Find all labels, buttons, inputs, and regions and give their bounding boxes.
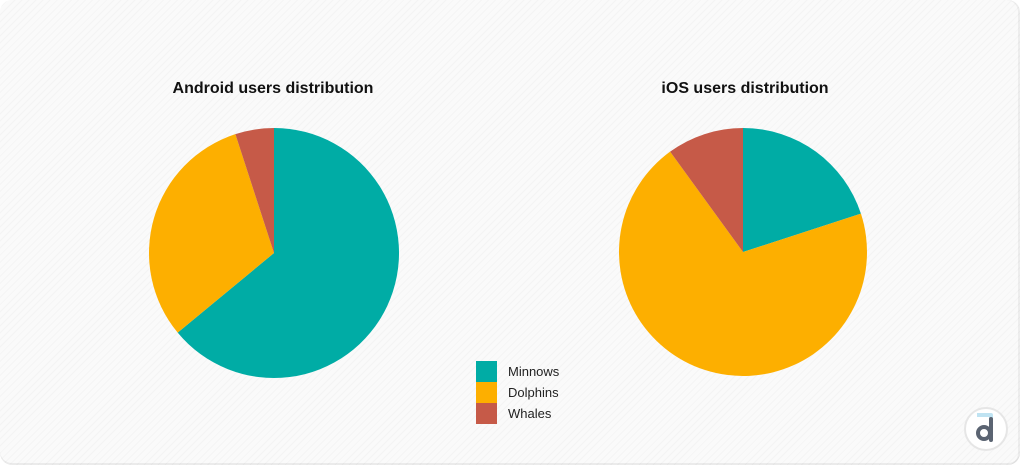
- ios-chart-title: iOS users distribution: [661, 80, 829, 97]
- android-pie-chart: [149, 128, 400, 378]
- pie-slice-minnows: [177, 128, 400, 378]
- android-chart-title: Android users distribution: [172, 80, 374, 97]
- pie-slice-dolphins: [149, 134, 274, 333]
- legend-label-whales: Whales: [508, 406, 552, 421]
- pie-slice-minnows: [743, 128, 861, 252]
- pie-slice-dolphins: [618, 151, 867, 376]
- legend-swatch-minnows: [476, 361, 497, 382]
- ios-pie-chart: [618, 128, 867, 376]
- pie-slice-whales: [670, 128, 743, 252]
- legend-swatch-whales: [476, 403, 497, 424]
- legend-label-minnows: Minnows: [508, 364, 560, 379]
- legend-swatch-dolphins: [476, 382, 497, 403]
- devtodev-logo-icon: [964, 407, 1008, 451]
- pie-slice-whales: [235, 128, 274, 253]
- legend-label-dolphins: Dolphins: [508, 385, 559, 400]
